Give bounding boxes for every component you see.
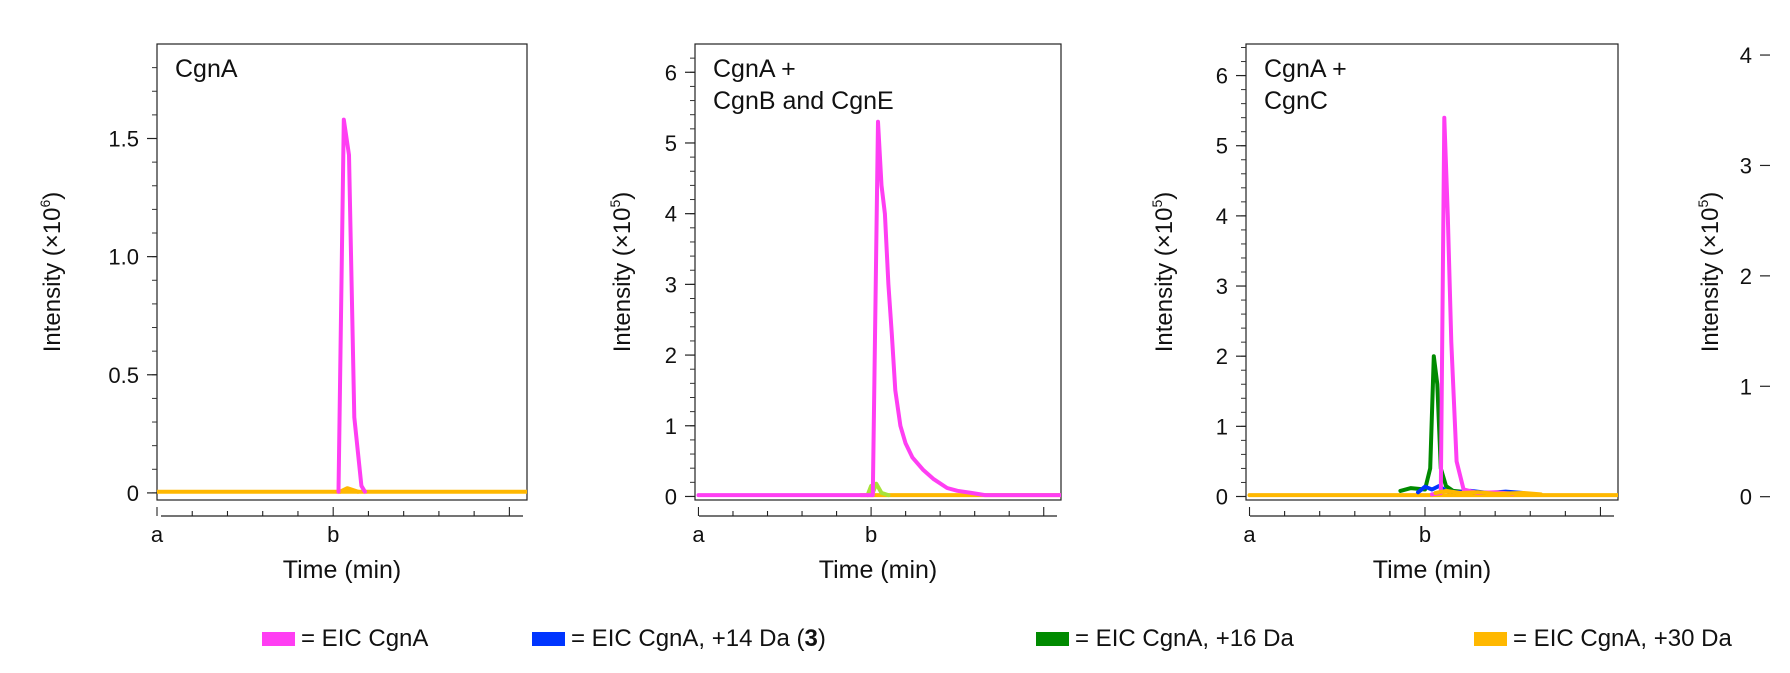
x-axis-label: Time (min) bbox=[819, 556, 938, 584]
panel-title: CgnC bbox=[1264, 87, 1328, 115]
legend-item-plus16: = EIC CgnA, +16 Da bbox=[1036, 625, 1294, 653]
y-axis-label-close: ) bbox=[39, 192, 66, 200]
x-axis-label: Time (min) bbox=[283, 556, 402, 584]
series-group bbox=[1247, 115, 1618, 498]
y-tick-label: 2 bbox=[665, 343, 677, 368]
y-tick-label: 0 bbox=[665, 484, 677, 509]
y-axis-label: Intensity (×105) bbox=[1149, 192, 1178, 353]
x-tick-label: a bbox=[151, 522, 164, 547]
x-tick-label: b bbox=[327, 522, 339, 547]
legend-label-plus30: = EIC CgnA, +30 Da bbox=[1513, 625, 1732, 652]
y-axis-label-close: ) bbox=[1697, 192, 1724, 200]
panel-title: CgnB and CgnE bbox=[713, 87, 894, 115]
series-line-plus30 bbox=[338, 486, 360, 494]
y-tick-label: 6 bbox=[665, 60, 677, 85]
legend-item-plus14: = EIC CgnA, +14 Da (3) bbox=[532, 625, 826, 653]
plot-frame bbox=[694, 43, 1062, 501]
y-tick-label: 5 bbox=[665, 131, 677, 156]
series-line-cgnA bbox=[1430, 115, 1515, 497]
y-axis-label-close: ) bbox=[1151, 192, 1178, 200]
series-line-plus30 bbox=[1433, 488, 1543, 497]
legend-label-cgna: = EIC CgnA bbox=[301, 625, 429, 652]
series-line-cgnA bbox=[336, 117, 367, 494]
legend-item-plus30: = EIC CgnA, +30 Da bbox=[1474, 625, 1732, 653]
x-tick-label: a bbox=[1243, 522, 1256, 547]
series-line-cgnA bbox=[696, 119, 1061, 498]
panel-title: CgnA + bbox=[713, 55, 796, 83]
legend-label-plus16: = EIC CgnA, +16 Da bbox=[1075, 625, 1294, 652]
legend-swatch-cgna bbox=[262, 632, 295, 646]
y-tick-label: 5 bbox=[1216, 134, 1228, 159]
legend-swatch-plus30 bbox=[1474, 632, 1507, 646]
y-axis-label-exponent: 5 bbox=[1149, 200, 1165, 208]
y-axis-label-text: Intensity (×10 bbox=[1151, 208, 1178, 353]
y-axis-label-exponent: 5 bbox=[1695, 200, 1711, 208]
y-tick-label: 1 bbox=[665, 414, 677, 439]
y-axis-label-close: ) bbox=[609, 192, 636, 200]
panel-title: CgnA + bbox=[1264, 55, 1347, 83]
x-tick-label: b bbox=[865, 522, 877, 547]
y-tick-label: 2 bbox=[1216, 344, 1228, 369]
legend-label-plus14-suffix: ) bbox=[817, 625, 826, 652]
y-tick-label: 4 bbox=[665, 202, 677, 227]
y-axis-label-exponent: 5 bbox=[607, 200, 623, 208]
y-tick-label: 6 bbox=[1216, 64, 1228, 89]
plot-frame bbox=[156, 43, 528, 501]
y-axis-label-text: Intensity (×10 bbox=[1697, 208, 1724, 353]
legend-swatch-plus14 bbox=[532, 632, 565, 646]
x-axis-label: Time (min) bbox=[1373, 556, 1492, 584]
chart-4: 0 1 2 3 4 Intensity (×105) bbox=[1695, 43, 1770, 510]
y-tick-label: 3 bbox=[1216, 274, 1228, 299]
y-tick-label: 1 bbox=[1216, 414, 1228, 439]
y-axis-label: Intensity (×105) bbox=[1695, 192, 1724, 353]
series-group bbox=[696, 119, 1061, 498]
series-group bbox=[157, 117, 527, 494]
y-tick-label: 0 bbox=[1216, 484, 1228, 509]
y-tick-label: 3 bbox=[1740, 153, 1752, 178]
panel-title: CgnA bbox=[175, 55, 238, 83]
y-tick-label: 0 bbox=[1740, 485, 1752, 510]
legend-compound-number: 3 bbox=[804, 625, 818, 652]
y-tick-label: 1.5 bbox=[108, 127, 139, 152]
legend-item-cgna: = EIC CgnA bbox=[262, 625, 428, 653]
y-axis-label-exponent: 6 bbox=[37, 200, 53, 208]
y-tick-label: 1.0 bbox=[108, 245, 139, 270]
x-tick-label: a bbox=[692, 522, 705, 547]
y-axis-label-text: Intensity (×10 bbox=[39, 208, 66, 353]
x-tick-label: b bbox=[1419, 522, 1431, 547]
legend-swatch-plus16 bbox=[1036, 632, 1069, 646]
series-line-plus16 bbox=[1398, 354, 1498, 495]
legend-label-plus14: = EIC CgnA, +14 Da ( bbox=[571, 625, 805, 652]
y-tick-label: 3 bbox=[665, 272, 677, 297]
chart-1: 0 0.5 1.0 1.5 Intensity (×106) a b Time (min) Cg… bbox=[37, 43, 528, 584]
y-tick-label: 1 bbox=[1740, 374, 1752, 399]
y-axis-label-text: Intensity (×10 bbox=[609, 208, 636, 353]
y-tick-label: 0 bbox=[127, 481, 139, 506]
y-tick-label: 4 bbox=[1740, 43, 1752, 68]
y-tick-label: 0.5 bbox=[108, 363, 139, 388]
y-tick-label: 2 bbox=[1740, 264, 1752, 289]
y-axis-label: Intensity (×105) bbox=[607, 192, 636, 353]
y-tick-label: 4 bbox=[1216, 204, 1228, 229]
y-axis-label: Intensity (×106) bbox=[37, 192, 66, 353]
